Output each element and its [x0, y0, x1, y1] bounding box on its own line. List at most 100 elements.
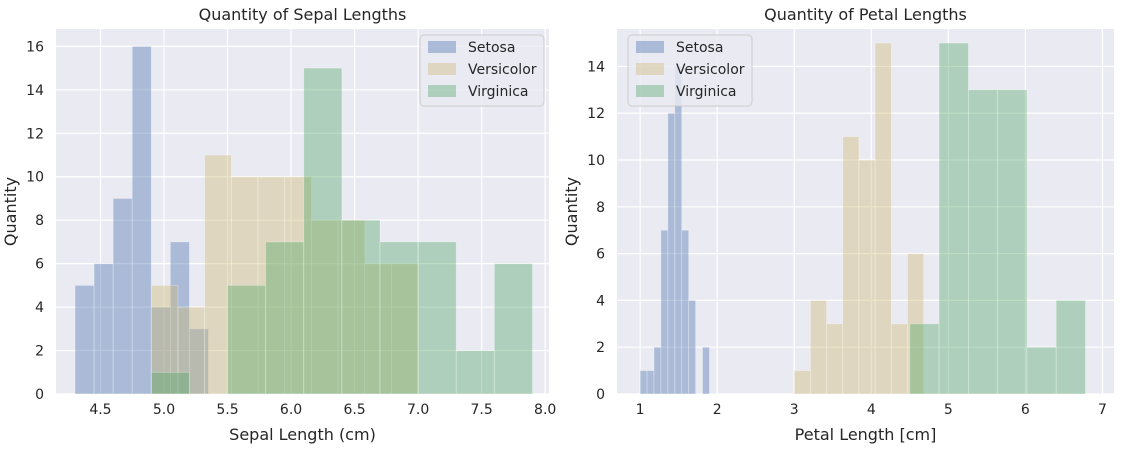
bar-setosa [681, 229, 690, 395]
legend-box [419, 34, 545, 107]
bar-virginica [938, 42, 969, 395]
legend-box [627, 34, 753, 107]
bar-setosa [674, 66, 683, 395]
bar-setosa [639, 370, 648, 395]
y-tick-label: 6 [35, 257, 44, 273]
bar-setosa [702, 346, 710, 395]
bar-setosa [74, 284, 95, 395]
bar-versicolor [890, 323, 908, 395]
y-tick-label: 16 [26, 39, 44, 55]
x-tick-label: 5.5 [216, 402, 238, 418]
bar-setosa [688, 300, 696, 395]
bar-versicolor [858, 159, 876, 395]
chart-title: Quantity of Sepal Lengths [199, 5, 407, 24]
bar-versicolor [810, 300, 827, 395]
y-tick-label: 0 [35, 387, 44, 403]
bar-virginica [227, 284, 267, 395]
bar-virginica [303, 67, 343, 395]
legend: Setosa Versicolor Virginica [419, 34, 545, 107]
legend: Setosa Versicolor Virginica [627, 34, 753, 107]
bar-virginica [379, 241, 419, 395]
y-tick-label: 6 [596, 247, 605, 263]
bar-setosa [667, 112, 676, 395]
bar-setosa [189, 328, 209, 395]
bar-versicolor [874, 42, 892, 395]
y-tick-label: 10 [26, 170, 44, 186]
bar-virginica [417, 241, 457, 395]
x-tick-label: 6.0 [280, 402, 302, 418]
y-tick-label: 8 [35, 213, 44, 229]
y-tick-label: 10 [587, 153, 605, 169]
y-tick-label: 2 [35, 344, 44, 360]
y-tick-label: 2 [596, 340, 605, 356]
bar-setosa [112, 198, 133, 395]
bar-virginica [1055, 300, 1086, 395]
x-tick-label: 4.5 [89, 402, 111, 418]
x-tick-label: 7.0 [407, 402, 429, 418]
x-tick-label: 7 [1098, 402, 1107, 418]
y-tick-label: 4 [35, 300, 44, 316]
bar-versicolor [257, 176, 286, 395]
bar-versicolor [364, 263, 392, 395]
x-axis-label: Sepal Length (cm) [229, 425, 376, 444]
sepal-length-chart: 4.5 5.0 5.5 6.0 6.5 7.0 7.5 8.0 0 2 4 6 8 10 12 14 16 Qua… [1, 5, 556, 444]
y-axis-label: Quantity [562, 177, 581, 246]
y-tick-label: 8 [596, 200, 605, 216]
bar-versicolor [230, 176, 259, 395]
bar-versicolor [826, 323, 844, 395]
legend-label-virginica: Virginica [676, 84, 736, 100]
legend-label-setosa: Setosa [676, 40, 723, 56]
bar-virginica [967, 89, 999, 395]
bar-virginica [997, 89, 1028, 395]
y-tick-label: 4 [596, 293, 605, 309]
bar-setosa [646, 370, 655, 395]
legend-swatch-virginica [428, 85, 456, 97]
bar-setosa [131, 45, 152, 395]
bar-virginica [493, 263, 533, 395]
bar-versicolor [907, 253, 925, 395]
y-tick-label: 0 [596, 387, 605, 403]
y-tick-label: 12 [587, 106, 605, 122]
x-tick-label: 8.0 [534, 402, 556, 418]
bar-virginica [455, 350, 495, 395]
bar-setosa [660, 229, 669, 395]
legend-swatch-versicolor [428, 63, 456, 75]
y-axis-label: Quantity [1, 177, 20, 246]
bar-virginica [1026, 346, 1057, 395]
bar-versicolor [204, 154, 232, 395]
x-tick-label: 6 [1021, 402, 1030, 418]
x-tick-label: 2 [713, 402, 722, 418]
bar-virginica [341, 219, 381, 395]
x-tick-label: 6.5 [343, 402, 365, 418]
bar-versicolor [391, 263, 419, 395]
x-tick-label: 1 [636, 402, 645, 418]
bar-setosa [150, 306, 171, 395]
legend-label-setosa: Setosa [468, 40, 515, 56]
bar-setosa [653, 346, 662, 395]
x-tick-label: 5 [944, 402, 953, 418]
x-tick-label: 5.0 [153, 402, 175, 418]
legend-label-versicolor: Versicolor [676, 62, 745, 78]
x-tick-label: 3 [790, 402, 799, 418]
legend-label-versicolor: Versicolor [468, 62, 537, 78]
bar-virginica [150, 371, 190, 395]
bar-versicolor [842, 136, 860, 395]
legend-swatch-setosa [428, 41, 456, 53]
bar-virginica [265, 241, 305, 395]
bar-versicolor [793, 370, 811, 395]
legend-swatch-virginica [636, 85, 664, 97]
legend-swatch-versicolor [636, 63, 664, 75]
x-tick-label: 4 [867, 402, 876, 418]
bar-versicolor [310, 219, 339, 395]
y-tick-label: 14 [26, 83, 44, 99]
bar-virginica [909, 323, 940, 395]
x-axis-label: Petal Length [cm] [795, 425, 937, 444]
bar-setosa [169, 241, 190, 395]
bar-setosa [93, 263, 114, 395]
bar-versicolor [150, 284, 179, 395]
legend-swatch-setosa [636, 41, 664, 53]
bar-versicolor [337, 219, 366, 395]
y-tick-label: 14 [587, 59, 605, 75]
